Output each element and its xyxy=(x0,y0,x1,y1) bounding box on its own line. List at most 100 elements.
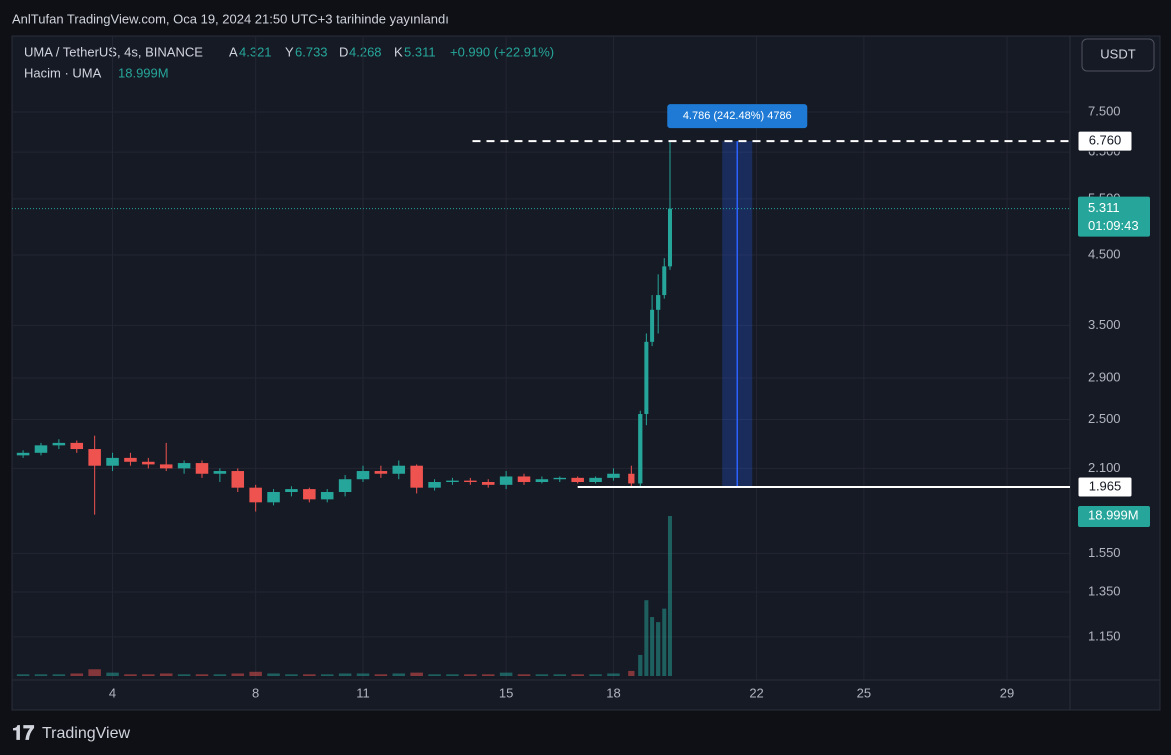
candle-body xyxy=(535,479,549,483)
chart-pane xyxy=(11,35,1161,711)
volume-bar xyxy=(52,674,66,676)
volume-bar xyxy=(656,622,661,676)
measure-label: 4.786 (242.48%) 4786 xyxy=(683,110,792,122)
currency-button[interactable] xyxy=(1081,38,1155,72)
candle-body xyxy=(662,266,667,296)
candle-body xyxy=(667,208,672,267)
candle-body xyxy=(88,449,101,466)
volume-bar xyxy=(410,672,423,676)
x-tick-label: 8 xyxy=(252,685,259,700)
volume-bar xyxy=(535,674,549,676)
volume-bar xyxy=(285,674,298,676)
y-tick-label: 7.500 xyxy=(1088,103,1121,118)
volume-bar xyxy=(34,674,48,676)
candle-body xyxy=(142,461,155,465)
volume-label-box xyxy=(1078,506,1150,527)
logo-text: TradingView xyxy=(42,725,130,742)
candle-body xyxy=(285,489,298,492)
candle-body xyxy=(124,457,137,462)
candle-body xyxy=(607,473,620,478)
candle-body xyxy=(571,477,584,483)
candle-body xyxy=(446,480,459,483)
volume-bar xyxy=(553,674,567,676)
volume-bar xyxy=(662,608,667,676)
logo-mark: 𝟏𝟕 xyxy=(12,722,34,744)
candle-body xyxy=(338,479,352,492)
volume-bar xyxy=(667,516,672,676)
volume-bar xyxy=(249,671,262,676)
price-label: 6.760 xyxy=(1089,133,1122,148)
volume-bar xyxy=(644,600,649,676)
volume-bar xyxy=(195,674,209,676)
volume-bar xyxy=(589,674,602,676)
volume-bar xyxy=(628,670,635,676)
candle-body xyxy=(177,463,191,469)
publish-title: AnlTufan TradingView.com, Oca 19, 2024 2… xyxy=(12,11,449,26)
volume-bar xyxy=(499,672,513,676)
legend-key: D xyxy=(339,44,348,59)
candle-body xyxy=(392,465,406,474)
volume-bar xyxy=(650,617,655,676)
price-label-box xyxy=(1077,130,1133,152)
x-tick-label: 15 xyxy=(499,685,513,700)
volume-bar xyxy=(303,674,316,676)
candle-body xyxy=(195,463,209,474)
last-price-box xyxy=(1078,196,1150,237)
legend-volume-value: 18.999M xyxy=(118,65,169,80)
y-tick-label: 2.100 xyxy=(1088,460,1121,475)
volume-bar xyxy=(213,674,227,676)
y-tick-label: 2.500 xyxy=(1088,411,1121,426)
candle-body xyxy=(320,491,334,500)
legend-change: +0.990 (+22.91%) xyxy=(450,44,554,59)
legend-volume-name: Hacim · UMA xyxy=(24,65,102,80)
candle-body xyxy=(356,471,370,480)
currency-label[interactable]: USDT xyxy=(1100,46,1135,61)
last-price: 5.311 xyxy=(1088,200,1120,215)
volume-bar xyxy=(267,673,280,676)
candle-body xyxy=(464,480,477,483)
candle-body xyxy=(517,476,531,483)
volume-bar xyxy=(607,673,620,676)
candle-body xyxy=(249,487,262,503)
legend-symbol: UMA / TetherUS, 4s, BINANCE xyxy=(24,44,203,59)
candle-body xyxy=(34,445,48,453)
candle-body xyxy=(638,414,643,484)
candle-body xyxy=(374,471,388,474)
legend-key: Y xyxy=(285,44,294,59)
candle-body xyxy=(428,482,441,488)
volume-bar xyxy=(638,654,643,676)
volume-label: 18.999M xyxy=(1088,507,1139,522)
volume-bar xyxy=(159,673,173,676)
volume-bar xyxy=(481,674,495,676)
volume-bar xyxy=(142,674,155,676)
volume-bar xyxy=(70,673,84,676)
countdown: 01:09:43 xyxy=(1088,218,1139,233)
candle-body xyxy=(106,457,119,466)
candle-body xyxy=(589,477,602,483)
legend-value: 5.311 xyxy=(404,44,436,59)
candle-body xyxy=(499,476,513,485)
legend-value: 4.268 xyxy=(349,44,382,59)
candle-body xyxy=(213,471,227,474)
candle-body xyxy=(650,309,655,342)
candle-body xyxy=(628,473,635,484)
legend-key: K xyxy=(394,44,403,59)
candle-body xyxy=(656,295,661,310)
volume-bar xyxy=(88,669,101,676)
volume-bar xyxy=(517,674,531,676)
candle-body xyxy=(410,465,423,488)
volume-bar xyxy=(338,673,352,676)
y-tick-label: 1.150 xyxy=(1088,628,1121,643)
x-tick-label: 11 xyxy=(356,685,370,700)
x-tick-label: 4 xyxy=(109,685,116,700)
y-tick-label: 2.900 xyxy=(1088,369,1121,384)
candle-body xyxy=(159,464,173,469)
candle-body xyxy=(267,491,280,503)
y-tick-label: 3.500 xyxy=(1088,317,1121,332)
volume-bar xyxy=(231,673,245,676)
volume-bar xyxy=(374,674,388,676)
volume-bar xyxy=(464,674,477,676)
price-label-box xyxy=(1077,476,1133,498)
